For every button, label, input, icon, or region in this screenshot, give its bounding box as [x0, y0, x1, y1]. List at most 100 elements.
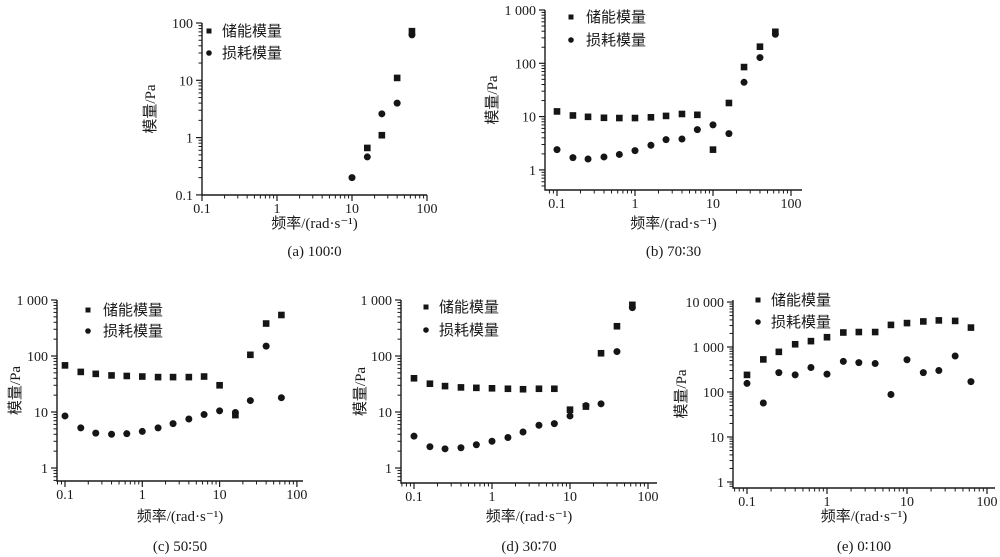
data-point-circle	[839, 357, 847, 365]
y-tick-label: 100	[27, 350, 48, 365]
axis-frame	[544, 10, 802, 191]
y-tick-label: 1 000	[361, 294, 393, 309]
x-tick-label: 10	[345, 202, 359, 217]
data-point-circle	[582, 402, 590, 410]
x-tick-label: 0.1	[738, 495, 756, 510]
x-tick-label: 100	[977, 495, 998, 510]
x-axis-label: 频率/(rad·s⁻¹)	[271, 215, 358, 232]
legend-label: 损耗模量	[222, 45, 282, 62]
data-point-square	[262, 320, 270, 327]
x-tick-label: 0.1	[193, 202, 211, 217]
data-point-square	[807, 337, 815, 345]
data-point-square	[364, 144, 371, 152]
series-storage-modulus	[364, 27, 416, 152]
data-point-square	[840, 329, 847, 336]
series-loss-modulus	[348, 31, 416, 182]
data-point-circle	[138, 427, 146, 435]
legend-label: 储能模量	[222, 23, 282, 40]
data-point-square	[756, 43, 764, 50]
legend-item-loss-modulus: 损耗模量	[568, 32, 646, 49]
data-point-circle	[584, 155, 592, 163]
legend-circle-marker	[206, 50, 212, 56]
y-tick-label: 100	[703, 386, 724, 401]
data-point-circle	[408, 31, 416, 39]
y-axis-label: 模量/Pa	[484, 75, 501, 125]
data-point-circle	[553, 146, 561, 154]
data-point-circle	[363, 153, 371, 161]
x-tick-label: 1	[489, 490, 496, 505]
data-point-square	[740, 63, 748, 71]
data-point-circle	[662, 136, 670, 144]
data-point-square	[123, 372, 131, 380]
y-tick-label: 10	[179, 74, 193, 89]
y-tick-label: 10	[710, 431, 724, 446]
data-point-circle	[678, 135, 686, 143]
subplot-caption: (e) 0∶100	[837, 539, 891, 555]
x-tick-label: 0.1	[405, 490, 423, 505]
data-point-square	[553, 108, 561, 115]
x-tick-label: 10	[706, 197, 720, 212]
data-point-circle	[569, 154, 577, 162]
data-point-circle	[472, 441, 480, 449]
legend-label: 损耗模量	[103, 323, 163, 340]
legend-circle-marker	[85, 328, 91, 334]
data-point-square	[616, 114, 623, 122]
y-tick-label: 10	[34, 406, 48, 421]
series-storage-modulus	[743, 317, 975, 379]
subplot-caption: (c) 50∶50	[153, 539, 207, 555]
data-point-square	[823, 333, 831, 341]
series-loss-modulus	[553, 30, 779, 163]
data-point-circle	[262, 342, 270, 350]
data-point-square	[92, 370, 100, 378]
data-point-square	[535, 385, 543, 393]
series-loss-modulus	[410, 304, 636, 453]
data-point-square	[551, 385, 558, 393]
series-loss-modulus	[743, 352, 975, 407]
data-point-square	[760, 356, 767, 363]
x-tick-label: 1	[824, 495, 831, 510]
data-point-circle	[169, 420, 177, 428]
y-tick-label: 1	[717, 476, 724, 491]
data-point-circle	[647, 141, 655, 149]
data-point-circle	[348, 174, 356, 182]
y-tick-label: 100	[371, 350, 392, 365]
data-point-square	[871, 328, 879, 336]
data-point-square	[597, 349, 605, 357]
y-tick-label: 1	[529, 164, 536, 179]
x-axis-label: 频率/(rad·s⁻¹)	[486, 508, 573, 525]
series-storage-modulus	[410, 301, 636, 413]
y-tick-label: 1	[186, 132, 193, 147]
data-point-circle	[457, 444, 465, 452]
data-point-circle	[200, 411, 208, 419]
legend-label: 储能模量	[103, 302, 163, 319]
data-point-circle	[951, 352, 959, 360]
data-point-square	[216, 381, 223, 389]
y-axis-label: 模量/Pa	[673, 369, 690, 419]
y-tick-label: 10 000	[686, 296, 725, 311]
data-point-circle	[771, 30, 779, 38]
subplot-b: 0.1 1 10 100 1 000 100 10 1 频率/(rad·s⁻¹) 模量/Pa 储能模…	[484, 4, 802, 260]
data-point-square	[278, 311, 285, 319]
subplot-caption: (a) 100∶0	[287, 244, 341, 260]
data-point-square	[247, 351, 254, 359]
legend-item-loss-modulus: 损耗模量	[206, 45, 282, 62]
data-point-square	[154, 373, 162, 381]
series-storage-modulus	[61, 311, 285, 419]
legend-circle-marker	[568, 37, 574, 43]
data-point-circle	[693, 126, 701, 134]
data-point-circle	[246, 397, 254, 405]
legend-item-storage-modulus: 储能模量	[423, 299, 499, 316]
data-point-square	[855, 328, 863, 336]
data-point-circle	[504, 434, 512, 442]
data-point-square	[775, 348, 783, 356]
legend-label: 损耗模量	[439, 322, 499, 339]
data-point-square	[678, 110, 686, 118]
data-point-square	[743, 371, 751, 379]
data-point-circle	[919, 369, 927, 377]
data-point-circle	[613, 348, 621, 356]
